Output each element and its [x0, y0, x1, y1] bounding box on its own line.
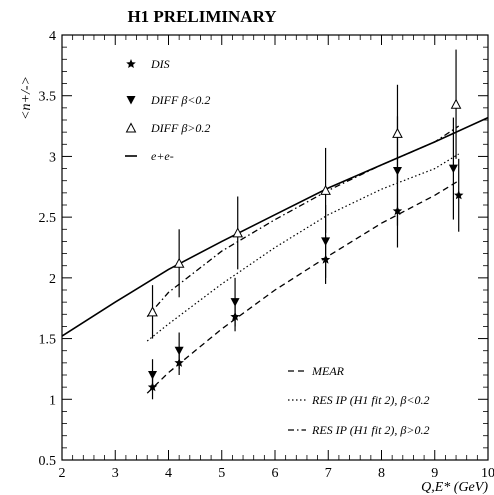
curve-1 — [146, 180, 460, 394]
x-tick-label: 10 — [481, 466, 494, 481]
point-1 — [174, 346, 184, 356]
curve-0 — [61, 116, 489, 337]
y-tick-label: 3.5 — [39, 90, 57, 105]
model-curves — [61, 116, 489, 394]
x-tick-label: 3 — [112, 466, 119, 481]
point-2 — [392, 127, 403, 138]
y-tick-label: 1 — [49, 393, 56, 408]
curve-2 — [146, 153, 460, 342]
legend-label-1: DIFF β<0.2 — [150, 93, 210, 107]
y-axis-label: <n+/-> — [19, 76, 34, 120]
point-2 — [320, 184, 331, 195]
y-tick-label: 2.5 — [39, 211, 57, 226]
axis-labels: Q,E* (GeV) <n+/-> — [19, 76, 488, 495]
legend-marker-2 — [125, 122, 137, 133]
point-1 — [321, 237, 331, 246]
x-tick-label: 2 — [59, 466, 66, 481]
point-2 — [450, 98, 462, 109]
legend-label-6: RES IP (H1 fit 2), β>0.2 — [311, 423, 430, 437]
point-2 — [232, 227, 244, 238]
y-tick-label: 1.5 — [39, 333, 57, 348]
y-tick-label: 0.5 — [39, 454, 57, 469]
legend-label-2: DIFF β>0.2 — [150, 121, 210, 135]
axis-ticks: 2 3 4 5 6 7 8 9 10 0.5 1 1.5 2 2.5 3 3.5 4 — [39, 29, 494, 481]
x-axis-label: Q,E* (GeV) — [421, 480, 488, 495]
data-points — [147, 49, 464, 400]
point-1 — [230, 298, 240, 307]
y-tick-label: 2 — [49, 272, 56, 287]
x-tick-label: 7 — [325, 466, 332, 481]
legend-label-0: DIS — [150, 57, 170, 71]
legend-label-4: MEAR — [311, 364, 345, 378]
point-1 — [448, 164, 458, 174]
y-tick-label: 3 — [49, 150, 56, 165]
point-0 — [454, 190, 464, 200]
legend-label-5: RES IP (H1 fit 2), β<0.2 — [311, 393, 430, 407]
curve-3 — [146, 125, 460, 318]
point-2 — [173, 257, 185, 268]
x-tick-label: 5 — [218, 466, 225, 481]
x-tick-label: 6 — [272, 466, 279, 481]
chart-title: H1 PRELIMINARY — [127, 7, 276, 26]
legend: DIS DIFF β<0.2 DIFF β>0.2 e+e- MEAR RES IP (H… — [125, 57, 430, 437]
point-2 — [147, 306, 158, 317]
legend-marker-1 — [126, 96, 136, 105]
legend-marker-0 — [126, 59, 136, 68]
point-1 — [148, 371, 158, 380]
legend-label-3: e+e- — [151, 149, 174, 163]
x-tick-label: 8 — [378, 466, 385, 481]
x-tick-label: 4 — [165, 466, 172, 481]
x-tick-label: 9 — [431, 466, 438, 481]
y-tick-label: 4 — [49, 29, 56, 44]
